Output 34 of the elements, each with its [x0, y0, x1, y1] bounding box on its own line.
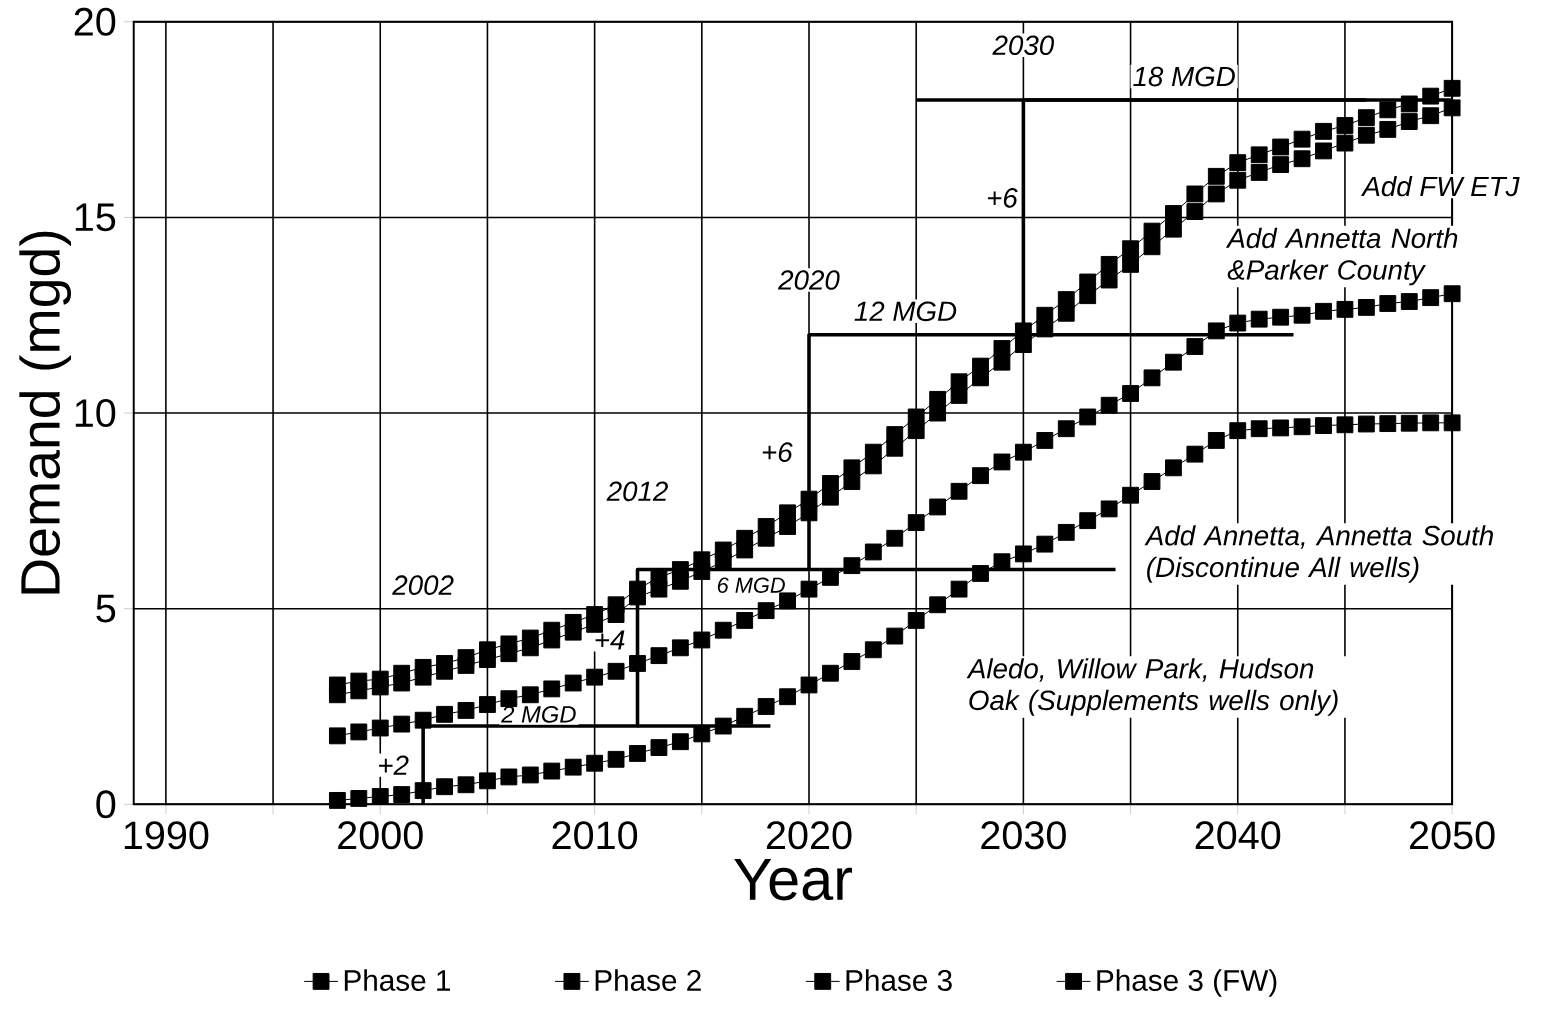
annotation: 2012: [606, 481, 668, 501]
annotation: 12 MGD: [854, 301, 957, 321]
annotation: 2 MGD: [501, 705, 576, 723]
x-tick-label: 2020: [766, 821, 852, 850]
annotation: 6 MGD: [717, 577, 785, 593]
x-tick-label: 2000: [338, 821, 423, 850]
legend-label: Phase 3 (FW): [1097, 968, 1277, 997]
annotation: Add FW ETJ: [1360, 175, 1520, 197]
x-tick-label: 2030: [981, 821, 1066, 850]
y-tick-label: 5: [96, 594, 116, 623]
annotation: Add Annetta North &Parker County: [1225, 227, 1458, 286]
annotation: +6: [762, 442, 793, 462]
x-tick-label: 2040: [1195, 821, 1281, 850]
annotation: +4: [595, 630, 625, 650]
annotation: Add Annetta, Annetta South (Discontinue All wells): [1144, 524, 1493, 583]
annotation: 2002: [392, 575, 454, 595]
y-tick-label: 20: [74, 7, 116, 36]
annotation: +2: [379, 755, 409, 775]
x-axis-title: Year: [734, 858, 852, 901]
y-axis-title: Demand (mgd): [19, 231, 72, 594]
legend-label: Phase 1: [344, 968, 450, 991]
y-tick-label: 10: [75, 398, 116, 427]
annotation: +6: [987, 187, 1018, 208]
annotation: 18 MGD: [1133, 66, 1235, 87]
annotation: Aledo, Willow Park, Hudson Oak (Supplements wells only): [966, 657, 1338, 716]
annotation: 2030: [992, 35, 1054, 55]
x-tick-label: 2050: [1410, 821, 1495, 850]
legend-label: Phase 2: [595, 968, 701, 991]
x-tick-label: 1990: [124, 821, 209, 850]
y-tick-label: 15: [75, 203, 116, 232]
legend-label: Phase 3: [846, 968, 952, 991]
y-tick-label: 0: [96, 790, 116, 819]
x-tick-label: 2010: [552, 821, 638, 850]
annotation: 2020: [778, 270, 840, 290]
